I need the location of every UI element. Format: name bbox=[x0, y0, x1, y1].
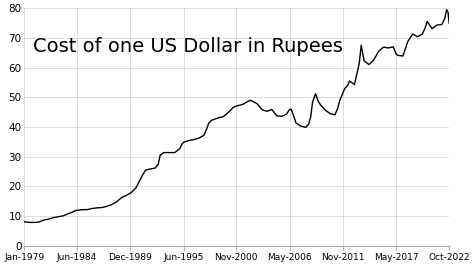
Text: Cost of one US Dollar in Rupees: Cost of one US Dollar in Rupees bbox=[33, 37, 343, 56]
